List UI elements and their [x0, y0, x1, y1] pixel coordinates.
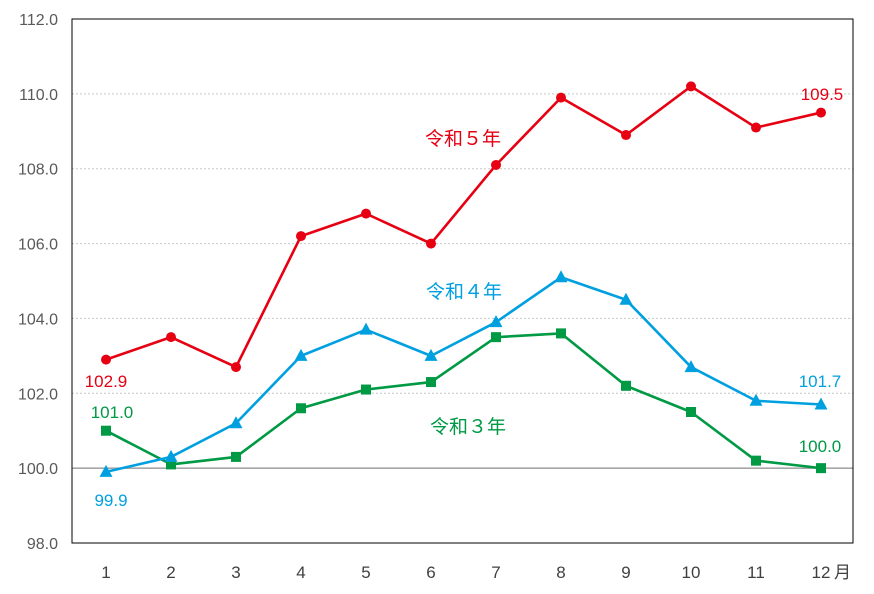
data-label: 100.0 — [799, 437, 842, 456]
data-point — [556, 328, 566, 339]
data-point — [231, 362, 241, 373]
data-point — [231, 451, 241, 462]
data-point — [816, 107, 826, 118]
x-tick-label: 3 — [231, 563, 240, 582]
data-label: 99.9 — [94, 491, 127, 510]
series-name-label: 令和４年 — [426, 281, 502, 303]
x-axis: 1 2 3 4 5 6 7 8 9 10 11 12 月 — [101, 563, 851, 582]
data-point — [164, 449, 178, 462]
data-label: 101.0 — [91, 403, 134, 422]
series-name-label: 令和５年 — [425, 128, 501, 150]
data-point — [751, 455, 761, 466]
data-point — [99, 464, 113, 477]
y-tick-label: 108.0 — [18, 162, 58, 179]
x-unit-label: 月 — [834, 563, 851, 582]
data-point — [229, 416, 243, 429]
data-point — [814, 397, 828, 410]
data-point — [751, 122, 761, 133]
data-labels: 102.9 109.5 99.9 101.7 101.0 100.0 令和５年令和４年令和３… — [85, 85, 844, 510]
grid — [72, 93, 853, 469]
data-point — [101, 425, 111, 436]
data-point — [621, 130, 631, 141]
series-name-label: 令和３年 — [430, 416, 506, 438]
x-tick-label: 4 — [296, 563, 305, 582]
x-tick-label: 12 — [812, 563, 831, 582]
x-tick-label: 6 — [426, 563, 435, 582]
y-tick-label: 106.0 — [18, 237, 58, 254]
data-point — [749, 393, 763, 406]
data-point — [166, 332, 176, 343]
data-point — [554, 270, 568, 283]
y-tick-label: 98.0 — [27, 536, 58, 553]
x-tick-label: 10 — [682, 563, 701, 582]
series-line — [105, 85, 822, 369]
data-point — [296, 403, 306, 414]
y-tick-label: 112.0 — [19, 12, 58, 29]
x-tick-label: 1 — [101, 563, 110, 582]
data-label: 101.7 — [799, 372, 842, 391]
series-1 — [101, 81, 826, 373]
data-point — [686, 81, 696, 92]
data-point — [166, 459, 176, 470]
data-point — [294, 348, 308, 361]
data-point — [684, 360, 698, 373]
plot-border — [71, 18, 854, 544]
y-tick-label: 110.0 — [19, 87, 58, 104]
y-tick-label: 100.0 — [18, 461, 58, 478]
series-group — [99, 81, 828, 477]
data-point — [816, 463, 826, 474]
data-point — [296, 231, 306, 242]
data-point — [361, 384, 371, 395]
data-point — [619, 292, 633, 305]
data-label: 109.5 — [801, 85, 844, 104]
data-point — [686, 407, 696, 417]
data-point — [491, 332, 501, 343]
x-tick-label: 9 — [621, 563, 630, 582]
data-point — [361, 208, 371, 219]
y-tick-label: 104.0 — [18, 311, 58, 328]
x-tick-label: 8 — [556, 563, 565, 582]
x-tick-label: 11 — [747, 563, 765, 582]
data-point — [426, 238, 436, 249]
data-point — [489, 315, 503, 328]
series-2 — [99, 270, 828, 477]
data-point — [424, 348, 438, 361]
data-point — [359, 322, 373, 335]
data-point — [426, 377, 436, 388]
x-tick-label: 2 — [166, 563, 175, 582]
series-line — [105, 332, 822, 470]
series-line — [105, 275, 822, 474]
data-point — [621, 380, 631, 391]
data-label: 102.9 — [85, 372, 128, 391]
x-tick-label: 5 — [361, 563, 370, 582]
data-point — [491, 159, 501, 170]
y-axis: 98.0 100.0 102.0 104.0 106.0 108.0 110.0 112.0 — [18, 12, 58, 553]
y-tick-label: 102.0 — [18, 386, 58, 403]
data-point — [101, 354, 111, 365]
data-point — [556, 92, 566, 103]
series-3 — [101, 328, 826, 474]
x-tick-label: 7 — [491, 563, 500, 582]
